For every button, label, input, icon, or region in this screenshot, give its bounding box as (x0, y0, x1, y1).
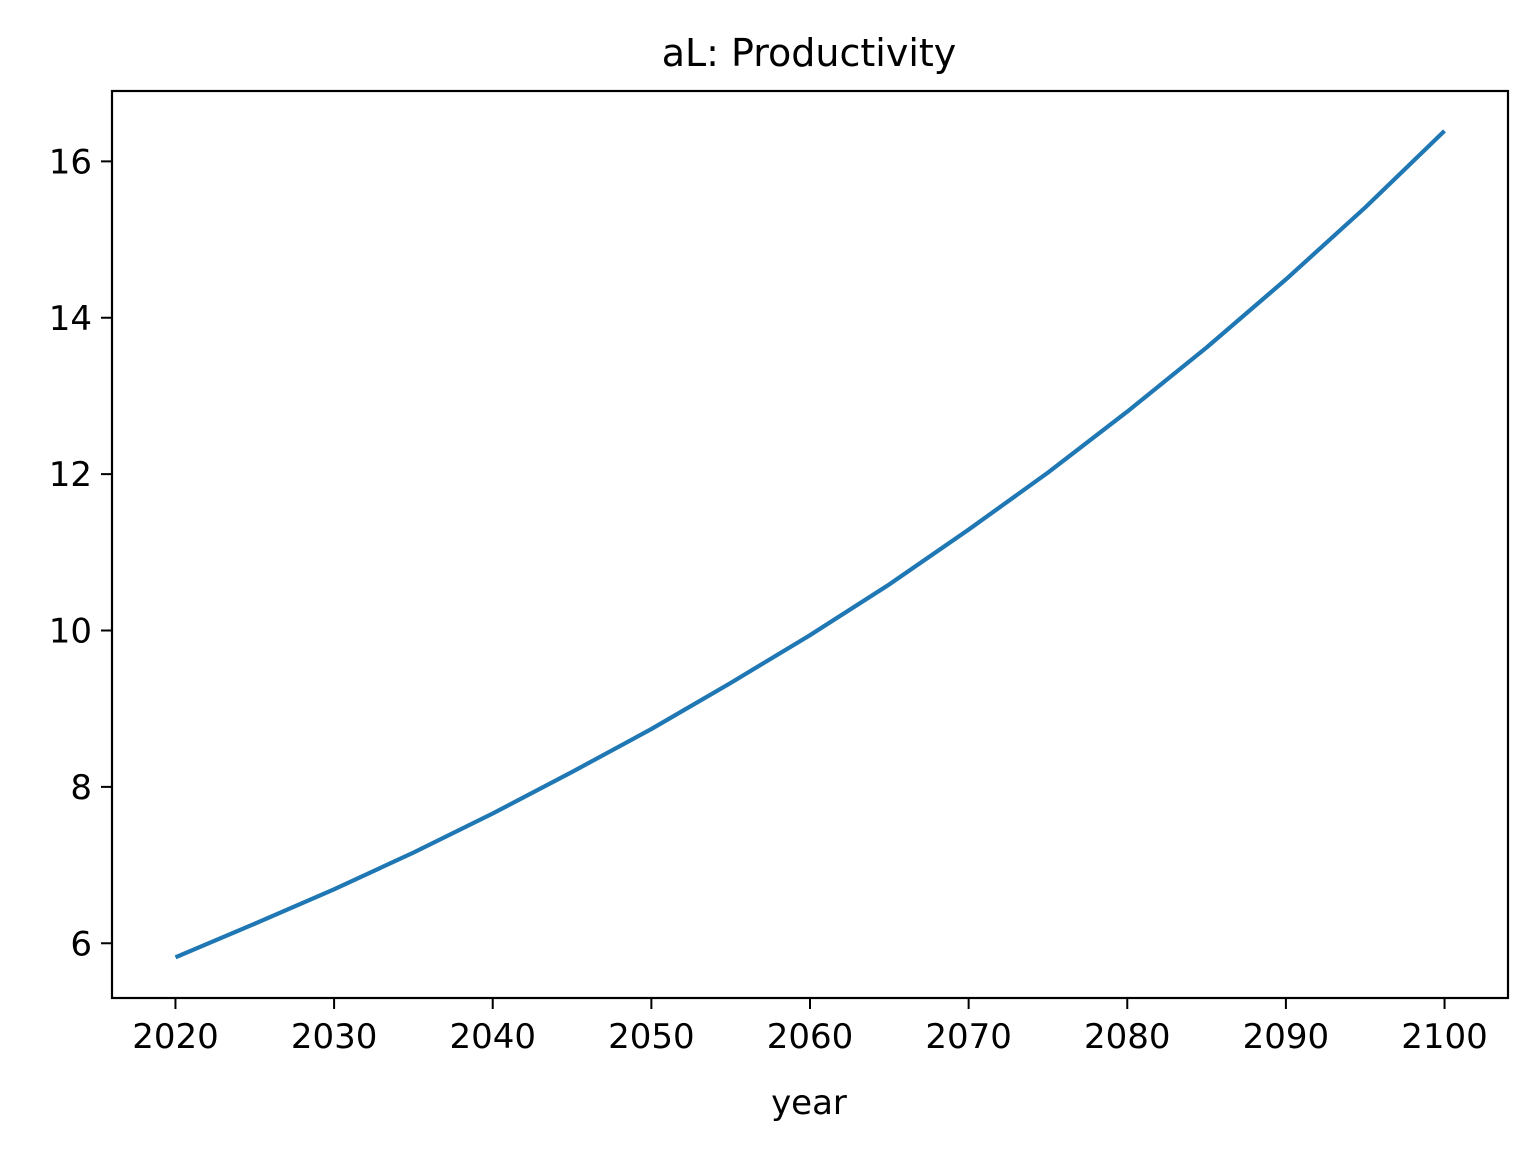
y-axis: 6 8 10 12 14 16 (49, 142, 112, 964)
x-tick-label: 2030 (291, 1017, 378, 1057)
x-tick-label: 2080 (1084, 1017, 1171, 1057)
y-tick-label: 12 (49, 455, 92, 495)
chart-title: aL: Productivity (662, 31, 957, 75)
series-line-0 (174, 129, 1446, 960)
y-tick-label: 16 (49, 142, 92, 182)
y-tick-label: 8 (70, 768, 92, 808)
y-tick-label: 6 (70, 924, 92, 964)
x-tick-label: 2020 (132, 1017, 219, 1057)
plot-area (174, 129, 1446, 960)
y-tick-label: 14 (49, 299, 92, 339)
x-tick-label: 2040 (449, 1017, 536, 1057)
x-tick-label: 2090 (1243, 1017, 1330, 1057)
axes-frame (110, 89, 1510, 1000)
x-tick-label: 2050 (608, 1017, 695, 1057)
x-axis-label: year (771, 1083, 847, 1123)
x-axis: 2020 2030 2040 2050 2060 2070 2080 2090 2100 (132, 998, 1488, 1057)
x-tick-label: 2070 (925, 1017, 1012, 1057)
y-tick-label: 10 (49, 612, 92, 652)
x-tick-label: 2060 (767, 1017, 854, 1057)
x-tick-label: 2100 (1401, 1017, 1488, 1057)
